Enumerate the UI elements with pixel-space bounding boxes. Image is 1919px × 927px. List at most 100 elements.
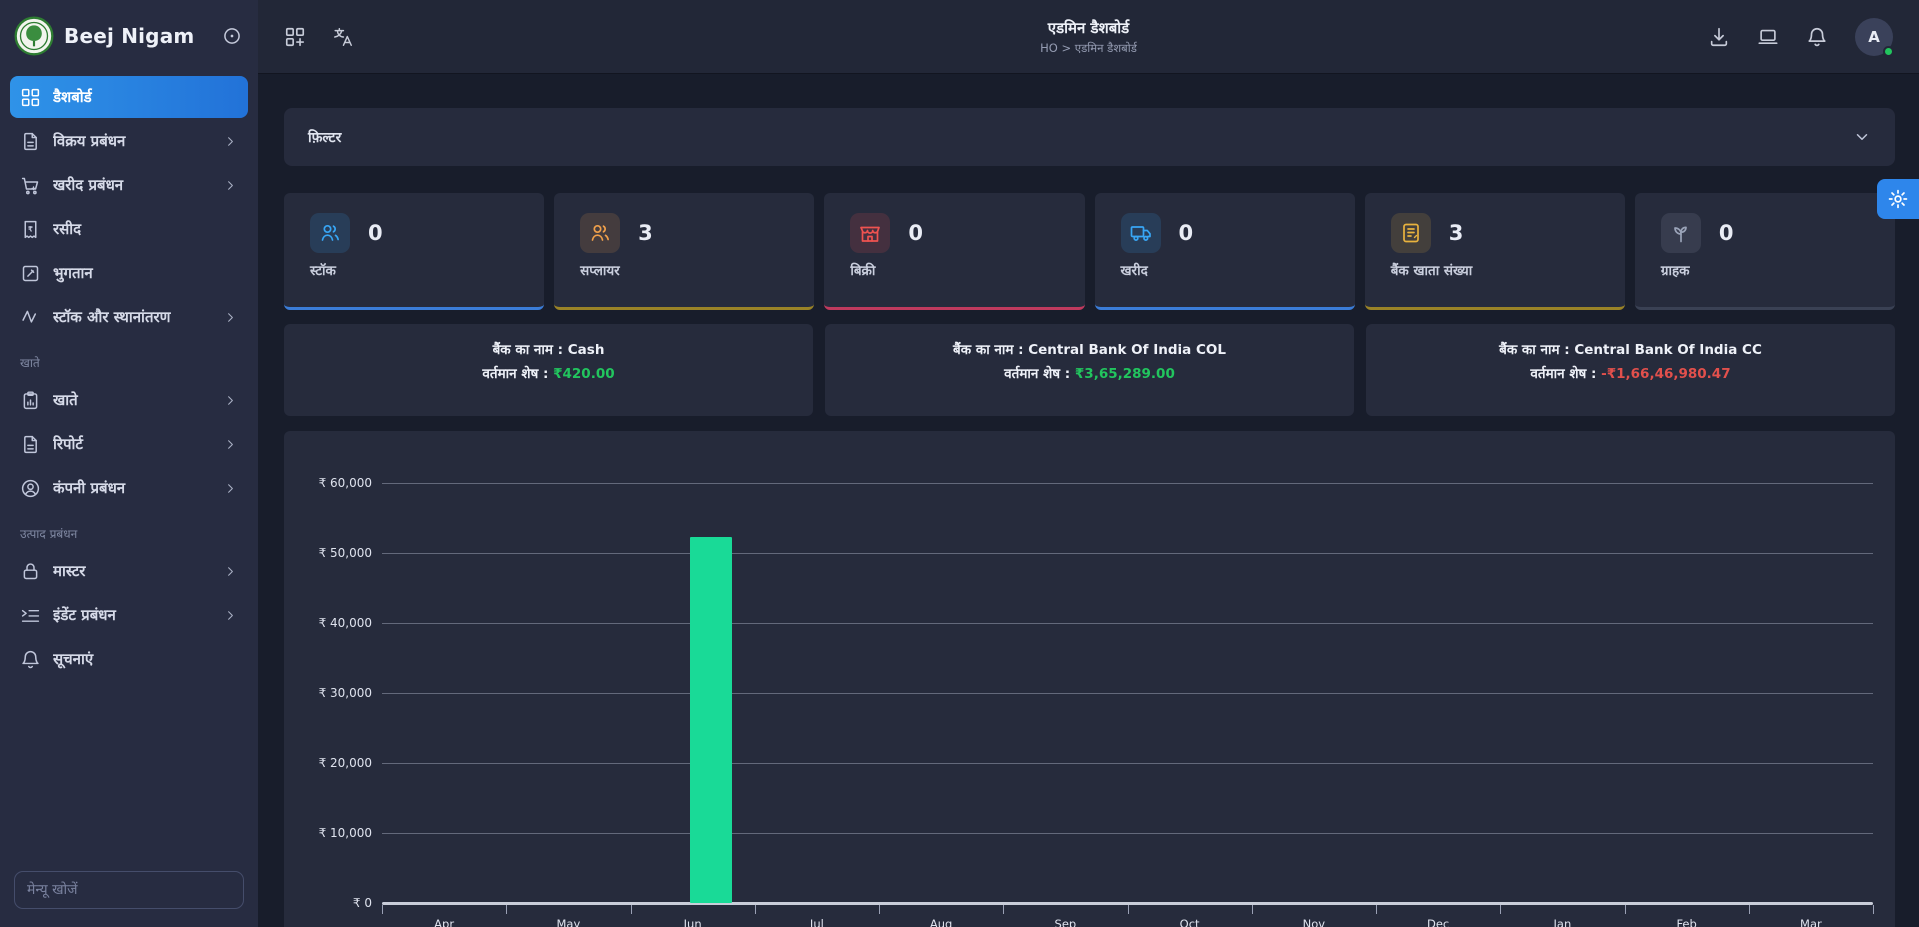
gridline: [382, 833, 1873, 834]
user-circle-icon: [20, 478, 41, 499]
stat-label: बैंक खाता संख्या: [1390, 263, 1473, 279]
sidebar-item-receipt[interactable]: ₹ रसीद: [10, 208, 248, 250]
sidebar-section-label: उत्पाद प्रबंधन: [20, 527, 78, 541]
sidebar-item-payment[interactable]: भुगतान: [10, 252, 248, 294]
translate-icon[interactable]: [332, 26, 354, 48]
settings-button[interactable]: [1877, 179, 1919, 219]
bank-balance: वर्तमान शेष : ₹3,65,289.00: [1004, 366, 1175, 382]
stat-label: स्टॉक: [310, 263, 336, 279]
avatar-letter: A: [1868, 27, 1880, 46]
x-axis-tick: [1251, 905, 1253, 914]
sidebar-item-accounts[interactable]: खाते: [10, 379, 248, 421]
x-axis-tick: [1376, 905, 1377, 914]
sidebar-item-label: मास्टर: [53, 562, 86, 580]
sidebar-item-notifications[interactable]: सूचनाएं: [10, 638, 248, 680]
chevron-right-icon: [223, 134, 238, 149]
lock-icon: [20, 561, 41, 582]
stat-card-stock: 0 स्टॉक: [284, 193, 545, 310]
sidebar-nav: डैशबोर्ड विक्रय प्रबंधन खरीद प्रबंधन ₹ रसीद भ…: [0, 70, 258, 859]
x-axis-month-label: Mar: [1800, 917, 1822, 927]
x-axis-tick: [1873, 905, 1874, 914]
breadcrumb: HO > एडमिन डैशबोर्ड: [1040, 40, 1137, 55]
bank-cards-row: बैंक का नाम : Cash वर्तमान शेष : ₹420.00 ब…: [284, 324, 1895, 416]
sidebar-section-label: खाते: [20, 356, 40, 370]
stat-label: ग्राहक: [1660, 263, 1690, 279]
sidebar-item-master[interactable]: मास्टर: [10, 550, 248, 592]
x-axis-tick: [1748, 905, 1750, 914]
sidebar-item-purchase-management[interactable]: खरीद प्रबंधन: [10, 164, 248, 206]
x-axis-tick: [506, 905, 508, 914]
user-avatar[interactable]: A: [1855, 17, 1894, 57]
x-axis-month-label: Dec: [1426, 917, 1450, 927]
main-area: एडमिन डैशबोर्ड HO > एडमिन डैशबोर्ड A: [258, 0, 1919, 927]
page-title: एडमिन डैशबोर्ड: [1047, 18, 1130, 37]
stat-card-customers: 0 ग्राहक: [1634, 193, 1896, 310]
chevron-right-icon: [223, 437, 238, 452]
stat-label: बिक्री: [850, 263, 876, 279]
sidebar: Beej Nigam डैशबोर्ड विक्रय प्रबंधन खरीद प्…: [0, 0, 258, 927]
y-axis-tick-label: ₹ 10,000: [318, 826, 372, 840]
notifications-bell-icon[interactable]: [1806, 26, 1828, 48]
x-axis-tick: [630, 905, 632, 914]
clipboard-icon: [20, 390, 41, 411]
sidebar-item-indent-management[interactable]: इंडेंट प्रबंधन: [10, 594, 248, 636]
chevron-right-icon: [223, 564, 238, 579]
x-axis-tick: [1500, 905, 1502, 914]
stat-value: 3: [1448, 221, 1464, 245]
bar-jun: [689, 536, 732, 903]
x-axis-month-label: Feb: [1676, 917, 1697, 927]
stat-label: सप्लायर: [580, 263, 620, 279]
y-axis-tick-label: ₹ 50,000: [318, 546, 372, 560]
sidebar-item-label: खाते: [53, 391, 78, 409]
stat-value: 3: [638, 221, 653, 245]
x-axis-tick: [879, 905, 880, 914]
menu-search-container: [0, 859, 258, 927]
y-axis-tick-label: ₹ 30,000: [318, 686, 372, 700]
chart-plot-area: ₹ 60,000 ₹ 50,000 ₹ 40,000 ₹ 30,000 ₹ 20,000…: [284, 431, 1895, 927]
sidebar-item-report[interactable]: रिपोर्ट: [10, 423, 248, 465]
filter-panel[interactable]: फ़िल्टर: [284, 108, 1895, 166]
x-axis-tick: [1127, 905, 1129, 914]
sidebar-item-label: इंडेंट प्रबंधन: [53, 606, 116, 624]
chevron-right-icon: [223, 481, 238, 496]
bank-name: बैंक का नाम : Central Bank Of India CC: [1499, 342, 1762, 358]
bank-balance: वर्तमान शेष : ₹420.00: [482, 366, 615, 382]
sidebar-item-label: सूचनाएं: [53, 650, 94, 668]
sidebar-item-label: विक्रय प्रबंधन: [53, 132, 126, 150]
sidebar-item-label: कंपनी प्रबंधन: [53, 479, 126, 497]
sidebar-item-sales-management[interactable]: विक्रय प्रबंधन: [10, 120, 248, 162]
y-axis-tick-label: ₹ 40,000: [318, 616, 372, 630]
download-icon[interactable]: [1708, 26, 1730, 48]
app-name: Beej Nigam: [64, 24, 195, 48]
sidebar-item-dashboard[interactable]: डैशबोर्ड: [10, 76, 248, 118]
stat-value: 0: [908, 221, 923, 245]
logo-row: Beej Nigam: [0, 0, 258, 70]
stat-value: 0: [1178, 221, 1194, 245]
users-icon: [310, 213, 350, 253]
sidebar-item-stock-transfer[interactable]: स्टॉक और स्थानांतरण: [10, 296, 248, 338]
x-axis-month-label: Sep: [1054, 917, 1077, 927]
file-text-icon: [20, 131, 41, 152]
sidebar-toggle-icon[interactable]: [222, 26, 242, 46]
sidebar-item-label: डैशबोर्ड: [53, 88, 92, 106]
bank-balance: वर्तमान शेष : -₹1,66,46,980.47: [1530, 366, 1731, 382]
stat-card-bank-accounts: 3 बैंक खाता संख्या: [1364, 193, 1625, 310]
stat-value: 0: [1718, 221, 1734, 245]
chevron-right-icon: [223, 393, 238, 408]
cart-icon: [20, 175, 41, 196]
bell-icon: [20, 649, 41, 670]
chevron-right-icon: [223, 310, 238, 325]
apps-add-icon[interactable]: [284, 26, 306, 48]
chevron-down-icon[interactable]: [1853, 128, 1871, 146]
stat-card-purchase: 0 खरीद: [1094, 193, 1355, 310]
y-axis-tick-label: ₹ 60,000: [318, 476, 372, 490]
sidebar-item-label: स्टॉक और स्थानांतरण: [53, 308, 171, 326]
sidebar-item-company-management[interactable]: कंपनी प्रबंधन: [10, 467, 248, 509]
menu-search-input[interactable]: [14, 871, 244, 909]
x-axis-month-label: Nov: [1302, 917, 1326, 927]
users-icon: [580, 213, 621, 253]
x-axis-tick: [1003, 905, 1005, 914]
x-axis-month-label: Oct: [1179, 917, 1200, 927]
monitor-icon[interactable]: [1757, 26, 1779, 48]
sidebar-item-label: रसीद: [53, 220, 82, 238]
